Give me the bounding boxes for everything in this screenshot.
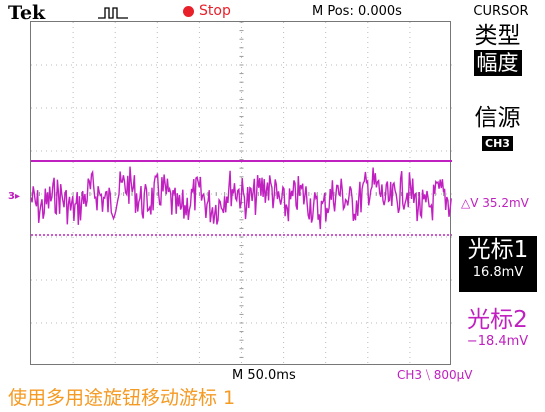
cursor1-value: 16.8mV xyxy=(472,265,524,280)
trigger-waveform-icon xyxy=(98,5,128,24)
cursor1-label: 光标1 xyxy=(467,237,529,263)
acquisition-status: Stop xyxy=(199,3,231,19)
timebase-readout: M 50.0ms xyxy=(232,368,296,383)
menu-type[interactable]: 类型 幅度 xyxy=(455,22,540,76)
channel-ground-marker: 3▸ xyxy=(8,191,20,202)
menu-source[interactable]: 信源 CH3 xyxy=(455,104,540,151)
side-menu: 类型 幅度 信源 CH3 光标1 16.8mV 光标2 −18.4mV xyxy=(455,22,540,368)
menu-cursor2[interactable]: 光标2 −18.4mV xyxy=(455,306,540,349)
cursor2-value: −18.4mV xyxy=(466,334,529,349)
delta-readout: △V 35.2mV xyxy=(461,196,529,210)
menu-source-label: 信源 xyxy=(474,105,521,131)
horizontal-position: M Pos: 0.000s xyxy=(312,4,402,19)
cursor2-label: 光标2 xyxy=(467,307,528,333)
menu-title: CURSOR xyxy=(473,4,529,19)
menu-type-value: 幅度 xyxy=(473,50,522,76)
status-bar: Tek Stop M Pos: 0.000s CURSOR xyxy=(0,0,545,24)
menu-cursor1[interactable]: 光标1 16.8mV xyxy=(459,236,537,292)
waveform-display xyxy=(30,21,452,366)
menu-type-label: 类型 xyxy=(474,23,521,49)
help-message: 使用多用途旋钮移动游标 1 xyxy=(8,387,236,409)
brand-logo: Tek xyxy=(8,2,46,24)
ch3-waveform-trace xyxy=(31,166,452,230)
trigger-readout: CH3 ⧹ 800µV xyxy=(397,368,473,382)
menu-source-value: CH3 xyxy=(482,136,513,151)
stop-indicator-icon xyxy=(183,6,194,17)
